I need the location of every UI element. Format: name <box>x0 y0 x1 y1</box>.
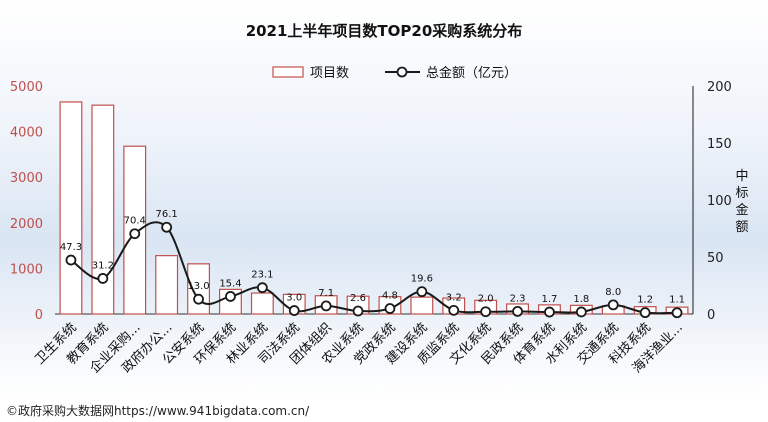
bar <box>155 255 179 315</box>
bar <box>59 101 83 315</box>
legend-line-label: 总金额（亿元） <box>426 65 517 81</box>
line-point <box>161 221 173 233</box>
data-label: 47.3 <box>60 242 82 253</box>
y-right-axis-label-char: 金 <box>735 202 748 218</box>
data-label: 3.2 <box>446 292 462 303</box>
line-point <box>575 306 587 318</box>
data-label: 23.1 <box>251 270 273 281</box>
y-right-tick-label: 0 <box>707 308 715 323</box>
line-series: 47.3 31.2 70.4 76.1 13.0 15.4 23.1 3.0 7.1 2.6 4.8… <box>60 209 685 319</box>
data-label: 8.0 <box>605 287 621 298</box>
y-right-tick-label: 200 <box>707 80 732 95</box>
y-left-tick-label: 4000 <box>10 126 43 141</box>
line-point <box>448 304 460 316</box>
bar <box>410 296 434 315</box>
line-point <box>512 305 523 317</box>
bar <box>250 292 274 315</box>
line-point <box>97 273 109 284</box>
data-label: 3.0 <box>286 293 302 304</box>
data-label: 1.7 <box>541 294 557 305</box>
line-point <box>256 282 268 294</box>
legend: 项目数 总金额（亿元） <box>272 65 517 81</box>
legend-bar-label: 项目数 <box>310 66 349 81</box>
line-point <box>193 293 204 305</box>
data-label: 2.6 <box>350 293 366 304</box>
y-right-tick-label: 150 <box>707 137 732 152</box>
footer-source: ©政府采购大数据网https://www.941bigdata.com.cn/ <box>6 404 310 418</box>
line-point <box>65 254 77 266</box>
y-right-axis-label-char: 中 <box>735 169 748 184</box>
line-point <box>544 306 555 318</box>
line-point <box>352 305 364 317</box>
line-point <box>225 291 236 302</box>
data-label: 4.8 <box>382 291 398 302</box>
data-label: 70.4 <box>124 216 146 227</box>
data-label: 13.0 <box>187 281 209 292</box>
legend-line-marker <box>396 66 408 78</box>
data-label: 1.1 <box>669 295 685 306</box>
data-label: 31.2 <box>92 260 114 271</box>
line-point <box>288 305 300 316</box>
y-right-axis-label-char: 额 <box>735 220 748 235</box>
data-label: 2.0 <box>478 294 494 305</box>
y-left-tick-label: 0 <box>35 308 43 323</box>
line-point <box>671 307 683 319</box>
y-right-tick-label: 50 <box>707 251 724 266</box>
bar <box>91 104 115 315</box>
y-left-tick-label: 5000 <box>10 80 43 95</box>
y-left-tick-label: 1000 <box>10 262 43 277</box>
y-right-axis-label-char: 标 <box>735 186 748 201</box>
data-label: 19.6 <box>411 274 433 285</box>
bar <box>187 263 210 315</box>
line-point <box>416 286 428 298</box>
data-label: 76.1 <box>156 209 178 220</box>
data-label: 2.3 <box>510 293 526 304</box>
line-point <box>384 303 396 314</box>
chart-title: 2021上半年项目数TOP20采购系统分布 <box>246 22 523 40</box>
line-point <box>480 306 492 318</box>
line-point <box>607 299 619 311</box>
line-point <box>320 300 332 312</box>
y-right-tick-label: 100 <box>707 194 732 209</box>
y-left-tick-label: 2000 <box>10 217 43 232</box>
data-label: 1.2 <box>637 295 653 306</box>
data-label: 1.8 <box>573 294 589 305</box>
line-point <box>129 228 141 240</box>
y-left-tick-label: 3000 <box>10 171 43 186</box>
data-label: 15.4 <box>219 278 241 289</box>
line-point <box>639 307 651 319</box>
data-label: 7.1 <box>318 288 334 299</box>
legend-bar-swatch <box>272 66 304 78</box>
